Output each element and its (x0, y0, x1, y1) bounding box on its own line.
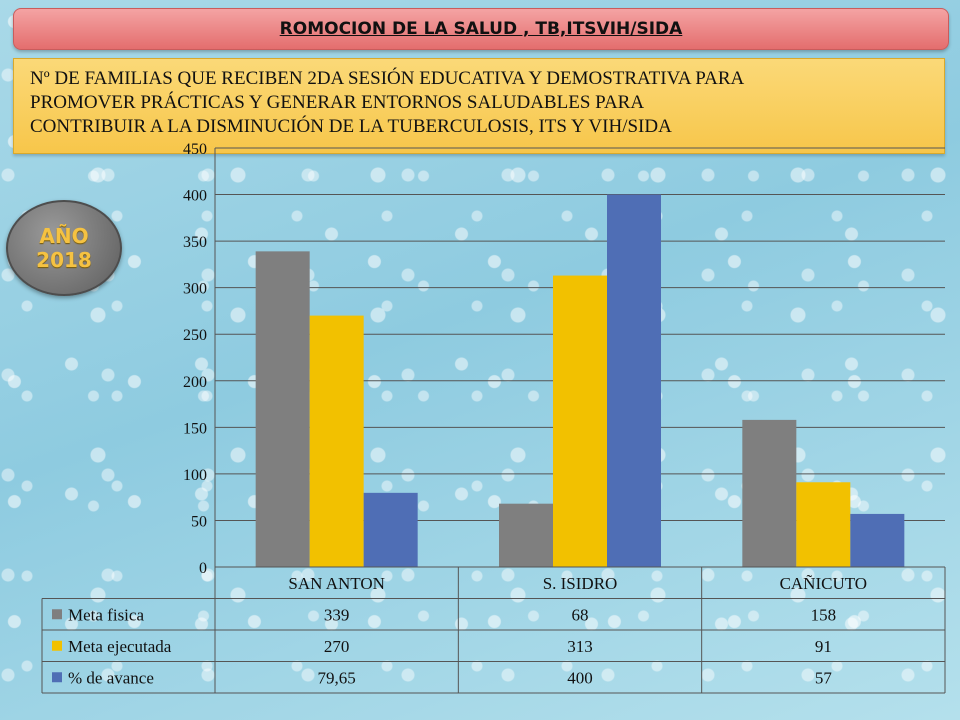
title-bar: ROMOCION DE LA SALUD , TB,ITSVIH/SIDA (13, 8, 949, 50)
year-badge-label: AÑO (39, 224, 89, 248)
category-label: S. ISIDRO (543, 574, 618, 593)
data-table-cell: 313 (567, 637, 593, 656)
data-table-cell: 57 (815, 668, 833, 687)
bar-chart: 0 50 100 150 200 250 300 350 400 450 SAN ANTON S. … (41, 141, 946, 694)
y-tick-label: 50 (191, 513, 207, 530)
y-tick-label: 350 (183, 234, 207, 251)
subtitle-line-1: Nº DE FAMILIAS QUE RECIBEN 2DA SESIÓN ED… (30, 68, 745, 89)
bar (607, 194, 661, 568)
category-label: SAN ANTON (288, 574, 385, 593)
subtitle-line-3: CONTRIBUIR A LA DISMINUCIÓN DE LA TUBERC… (30, 116, 672, 137)
data-table-cell: 79,65 (318, 668, 356, 687)
y-tick-label: 300 (183, 281, 207, 298)
category-label: CAÑICUTO (780, 574, 868, 593)
year-badge: AÑO 2018 (6, 200, 122, 296)
legend-entry: % de avance (68, 668, 154, 687)
y-tick-label: 200 (183, 374, 207, 391)
data-table-cell: 400 (567, 668, 593, 687)
data-table-cell: 270 (324, 637, 350, 656)
bar (553, 275, 607, 567)
bar (742, 419, 797, 567)
data-table-cell: 68 (572, 605, 589, 624)
y-tick-label: 250 (183, 327, 207, 344)
year-badge-year: 2018 (36, 248, 92, 272)
data-table-cell: 339 (324, 605, 350, 624)
legend-swatch (52, 609, 62, 620)
data-table-cell: 158 (811, 605, 837, 624)
y-tick-label: 400 (183, 188, 207, 205)
legend-swatch (52, 640, 62, 651)
legend-entry: Meta fisica (68, 605, 144, 624)
subtitle-box: Nº DE FAMILIAS QUE RECIBEN 2DA SESIÓN ED… (13, 58, 945, 154)
subtitle-line-2: PROMOVER PRÁCTICAS Y GENERAR ENTORNOS SA… (30, 92, 645, 113)
bar (363, 492, 418, 567)
bar (255, 251, 310, 567)
bar (796, 482, 851, 567)
bar (850, 513, 905, 567)
y-tick-label: 0 (199, 560, 207, 577)
legend-swatch (52, 672, 62, 683)
data-table-cell: 91 (815, 637, 832, 656)
y-tick-label: 450 (183, 141, 207, 158)
bar (499, 503, 553, 567)
page-title: ROMOCION DE LA SALUD , TB,ITSVIH/SIDA (279, 19, 683, 39)
bar (309, 315, 364, 567)
y-tick-label: 150 (183, 420, 207, 437)
y-tick-label: 100 (183, 467, 207, 484)
legend-entry: Meta ejecutada (68, 637, 172, 656)
